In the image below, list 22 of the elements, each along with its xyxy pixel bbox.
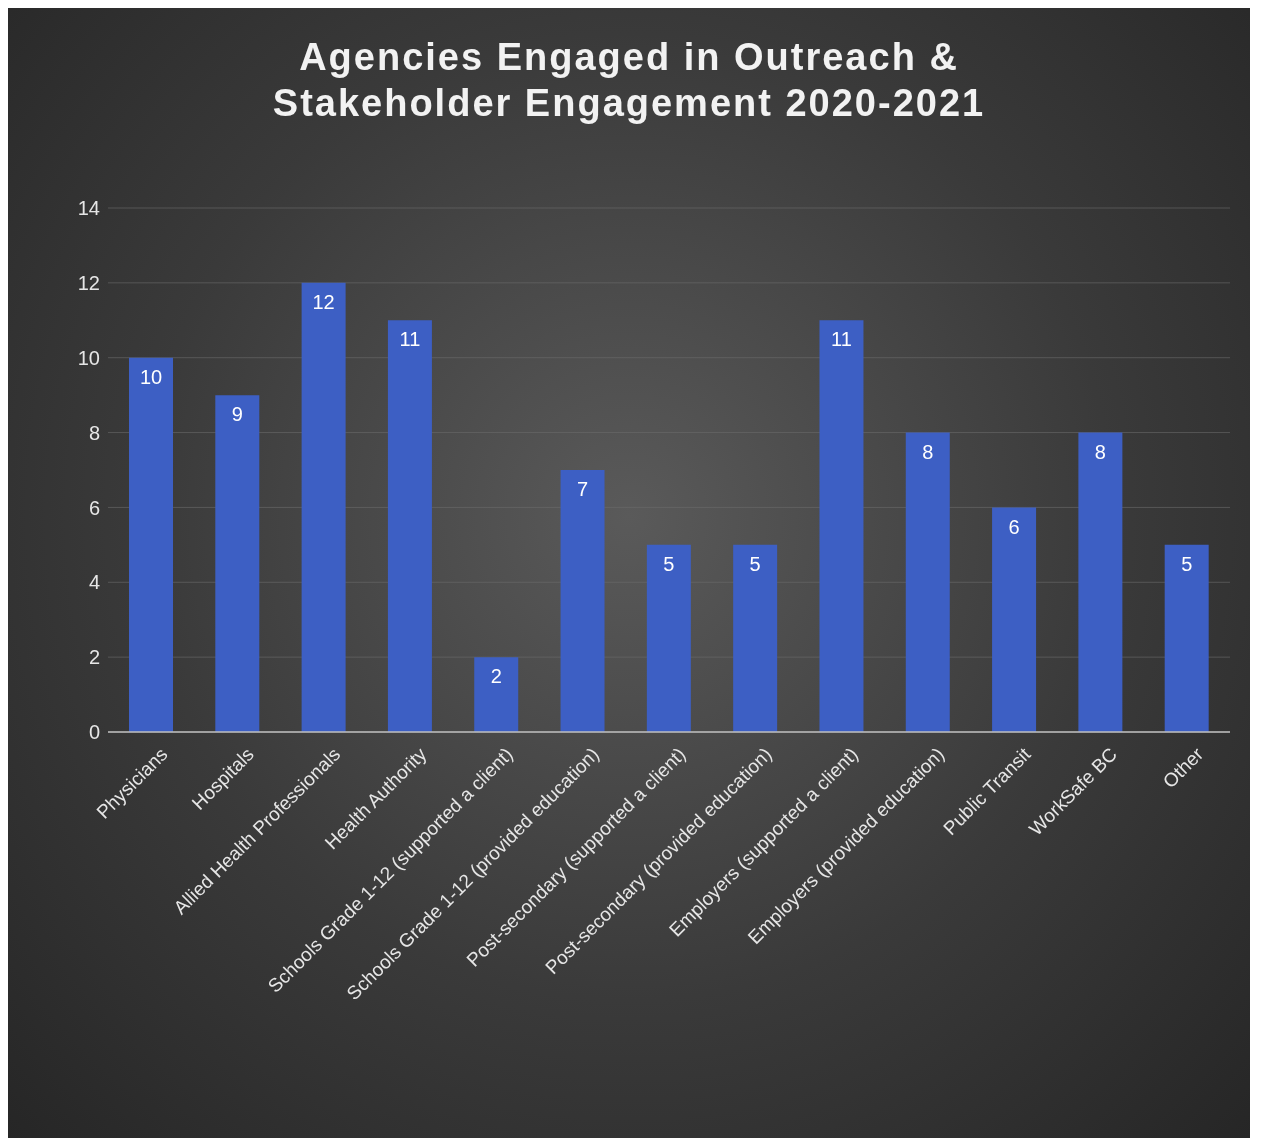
y-tick-label: 0 [88, 721, 100, 744]
y-tick-label: 14 [77, 197, 100, 220]
data-label: 2 [490, 665, 502, 688]
data-label: 7 [576, 478, 589, 501]
data-label: 5 [749, 553, 761, 576]
y-tick-label: 10 [77, 346, 100, 369]
y-tick-label: 8 [88, 421, 100, 444]
data-label: 10 [139, 365, 163, 388]
data-label: 11 [399, 328, 421, 351]
y-tick-label: 4 [88, 571, 100, 594]
data-label: 9 [231, 403, 243, 426]
y-tick-label: 12 [77, 271, 100, 294]
data-label: 5 [1181, 553, 1193, 576]
data-label: 11 [831, 328, 852, 351]
data-label: 6 [1008, 515, 1020, 538]
y-tick-label: 6 [88, 496, 100, 519]
chart-title: Agencies Engaged in Outreach & Stakeholder Engagement 2020-2021 [271, 35, 987, 126]
data-label: 8 [1094, 440, 1106, 463]
data-label: 12 [312, 291, 335, 314]
data-label: 8 [922, 440, 934, 463]
y-tick-label: 2 [88, 646, 100, 669]
data-label: 5 [663, 553, 675, 576]
